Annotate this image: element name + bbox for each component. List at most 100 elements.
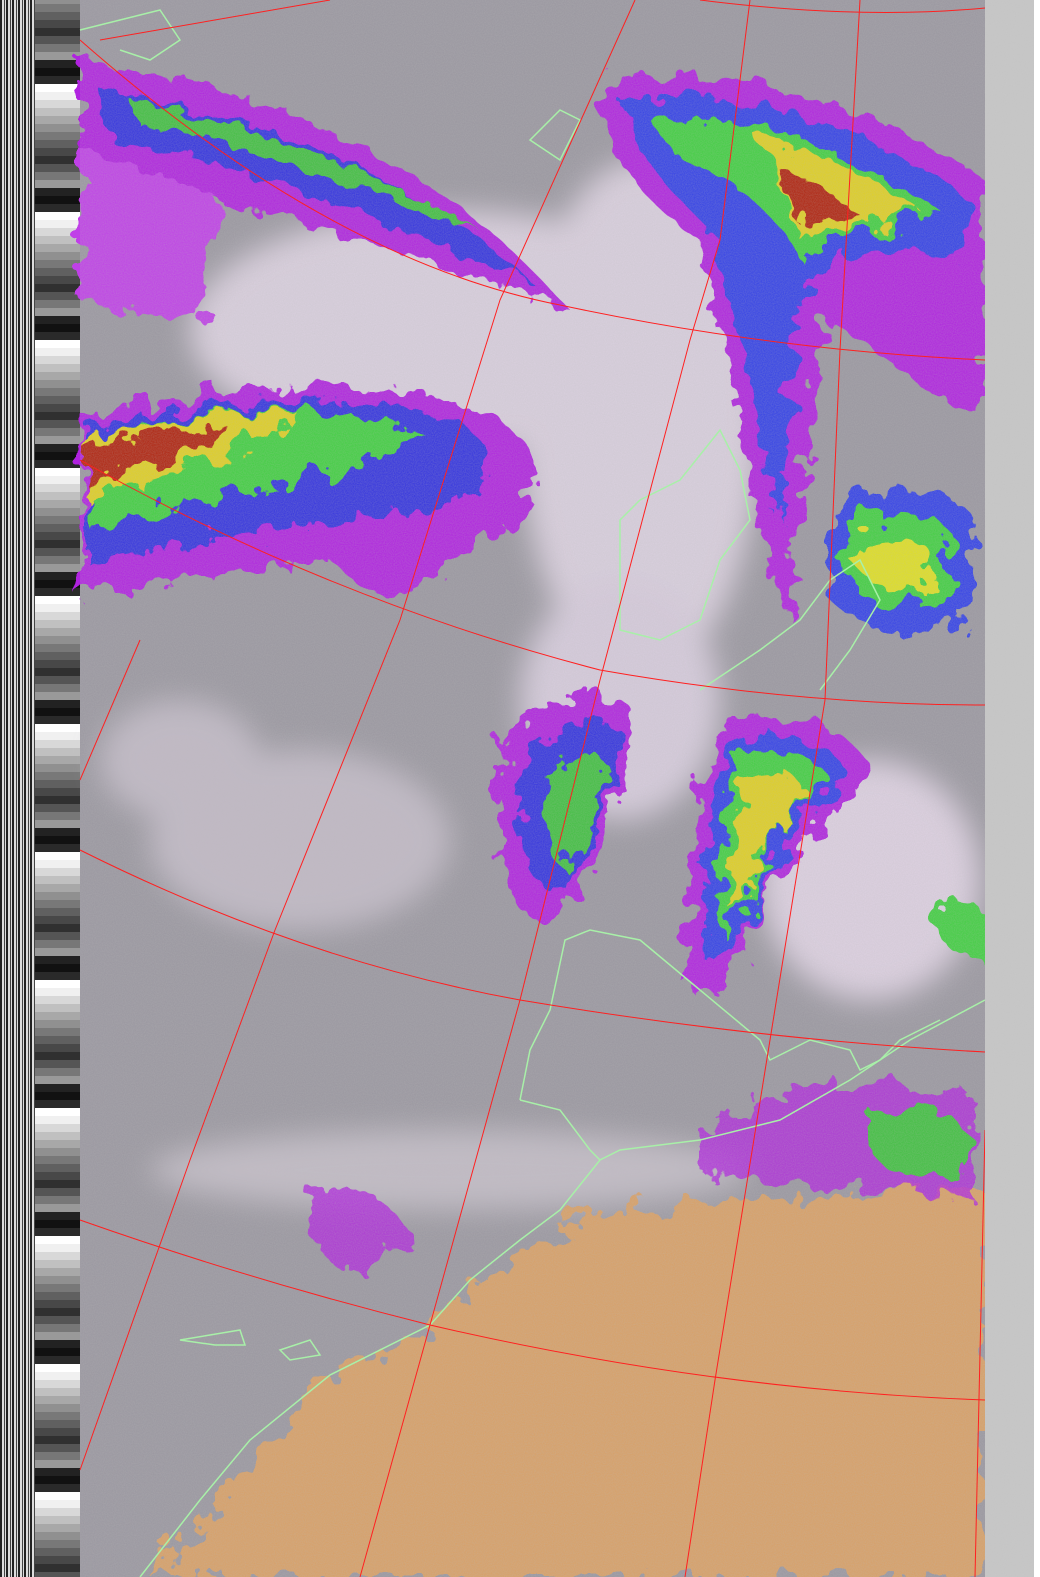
telemetry-wedge-step — [35, 1524, 80, 1532]
telemetry-wedge-step — [35, 1060, 80, 1068]
telemetry-wedge-step — [35, 1196, 80, 1204]
telemetry-wedge-step — [35, 1404, 80, 1412]
telemetry-wedge-step — [35, 876, 80, 884]
telemetry-wedge-step — [35, 20, 80, 28]
telemetry-wedge-step — [35, 1116, 80, 1124]
telemetry-wedge-step — [35, 540, 80, 548]
telemetry-wedge-step — [35, 1204, 80, 1212]
telemetry-wedge-step — [35, 1236, 80, 1244]
telemetry-wedge-step — [35, 932, 80, 940]
telemetry-wedge-step — [35, 892, 80, 900]
telemetry-wedge-step — [35, 1572, 80, 1577]
telemetry-wedge-step — [35, 484, 80, 492]
telemetry-wedge-step — [35, 1132, 80, 1140]
telemetry-wedge-step — [35, 1556, 80, 1564]
telemetry-wedge-step — [35, 316, 80, 324]
telemetry-wedge-step — [35, 1500, 80, 1508]
telemetry-wedge-step — [35, 860, 80, 868]
telemetry-wedge-step — [35, 28, 80, 36]
telemetry-wedge-step — [35, 196, 80, 204]
sync-strip-left — [0, 0, 35, 1577]
telemetry-wedge-step — [35, 1492, 80, 1500]
telemetry-wedge-step — [35, 796, 80, 804]
coastlines — [79, 9, 986, 1577]
telemetry-wedge-step — [35, 428, 80, 436]
telemetry-wedge-step — [35, 996, 80, 1004]
telemetry-wedge-step — [35, 1252, 80, 1260]
telemetry-wedge-step — [35, 1444, 80, 1452]
telemetry-wedge-step — [35, 460, 80, 468]
telemetry-wedge-step — [35, 284, 80, 292]
telemetry-wedge-step — [35, 804, 80, 812]
telemetry-wedge-step — [35, 116, 80, 124]
telemetry-wedge-step — [35, 468, 80, 476]
telemetry-wedge-step — [35, 4, 80, 12]
telemetry-wedge-step — [35, 1020, 80, 1028]
telemetry-wedge-step — [35, 1428, 80, 1436]
telemetry-wedge-step — [35, 708, 80, 716]
graticule — [79, 0, 986, 1577]
telemetry-wedge-step — [35, 604, 80, 612]
telemetry-wedge-step — [35, 572, 80, 580]
telemetry-wedge-step — [35, 660, 80, 668]
telemetry-wedge-step — [35, 980, 80, 988]
telemetry-wedge-step — [35, 1068, 80, 1076]
telemetry-wedge-step — [35, 324, 80, 332]
telemetry-wedge-step — [35, 564, 80, 572]
telemetry-wedge-step — [35, 1172, 80, 1180]
telemetry-wedge-step — [35, 828, 80, 836]
telemetry-wedge-step — [35, 220, 80, 228]
telemetry-wedge-step — [35, 1004, 80, 1012]
telemetry-wedge-step — [35, 724, 80, 732]
telemetry-wedge-step — [35, 1276, 80, 1284]
telemetry-wedge-step — [35, 252, 80, 260]
telemetry-wedge-step — [35, 1460, 80, 1468]
telemetry-wedge-step — [35, 1052, 80, 1060]
telemetry-wedge-step — [35, 1452, 80, 1460]
telemetry-wedge-step — [35, 556, 80, 564]
telemetry-wedge-step — [35, 364, 80, 372]
telemetry-wedge-step — [35, 12, 80, 20]
telemetry-wedge-step — [35, 100, 80, 108]
telemetry-wedge-step — [35, 236, 80, 244]
telemetry-wedge-step — [35, 1012, 80, 1020]
telemetry-wedge-step — [35, 868, 80, 876]
telemetry-wedge-step — [35, 1364, 80, 1372]
telemetry-wedge-step — [35, 60, 80, 68]
telemetry-wedge-step — [35, 916, 80, 924]
telemetry-wedge-step — [35, 1044, 80, 1052]
telemetry-wedge-step — [35, 548, 80, 556]
telemetry-wedge-step — [35, 228, 80, 236]
telemetry-wedge-step — [35, 668, 80, 676]
telemetry-wedge-step — [35, 740, 80, 748]
telemetry-wedge-step — [35, 188, 80, 196]
telemetry-wedge-step — [35, 772, 80, 780]
telemetry-wedge-step — [35, 0, 80, 4]
telemetry-wedge-step — [35, 1140, 80, 1148]
telemetry-wedge-step — [35, 1516, 80, 1524]
telemetry-wedge-step — [35, 180, 80, 188]
telemetry-wedge-step — [35, 508, 80, 516]
telemetry-wedge-step — [35, 1348, 80, 1356]
telemetry-wedge-step — [35, 1108, 80, 1116]
telemetry-wedge-step — [35, 692, 80, 700]
telemetry-wedge-step — [35, 1532, 80, 1540]
telemetry-wedge-step — [35, 1388, 80, 1396]
telemetry-wedge-step — [35, 1468, 80, 1476]
telemetry-wedge-step — [35, 1244, 80, 1252]
telemetry-wedge-step — [35, 140, 80, 148]
telemetry-wedge-step — [35, 628, 80, 636]
telemetry-wedge-step — [35, 1076, 80, 1084]
telemetry-wedge-step — [35, 1300, 80, 1308]
telemetry-wedge-step — [35, 1260, 80, 1268]
telemetry-wedge-step — [35, 1092, 80, 1100]
telemetry-wedge-step — [35, 260, 80, 268]
telemetry-wedge-step — [35, 172, 80, 180]
telemetry-wedge-step — [35, 476, 80, 484]
telemetry-wedge-step — [35, 1476, 80, 1484]
telemetry-wedge-step — [35, 988, 80, 996]
telemetry-wedge-step — [35, 812, 80, 820]
telemetry-wedge-step — [35, 1036, 80, 1044]
telemetry-wedge-step — [35, 388, 80, 396]
telemetry-wedge-step — [35, 340, 80, 348]
